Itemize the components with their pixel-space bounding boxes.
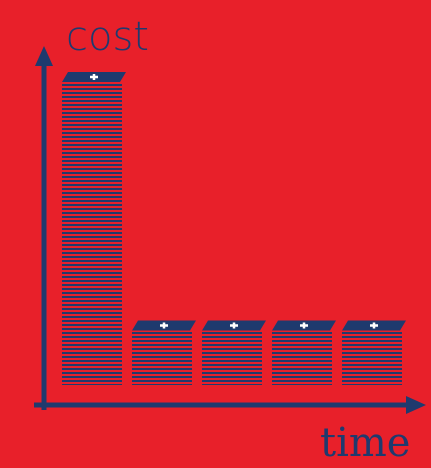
- bar: [132, 330, 192, 385]
- bar: [342, 330, 402, 385]
- bar: [202, 330, 262, 385]
- y-axis-arrow: [35, 46, 53, 66]
- bar-icon: [90, 74, 98, 80]
- x-axis-label: time: [320, 420, 410, 466]
- bar-icon: [300, 322, 308, 329]
- y-axis-label: cost: [66, 14, 149, 60]
- bar-icon: [370, 322, 378, 329]
- bar-icon: [160, 322, 168, 329]
- bar-icon: [230, 322, 238, 329]
- bar: [62, 82, 122, 385]
- x-axis-arrow: [406, 396, 426, 414]
- bar: [272, 330, 332, 385]
